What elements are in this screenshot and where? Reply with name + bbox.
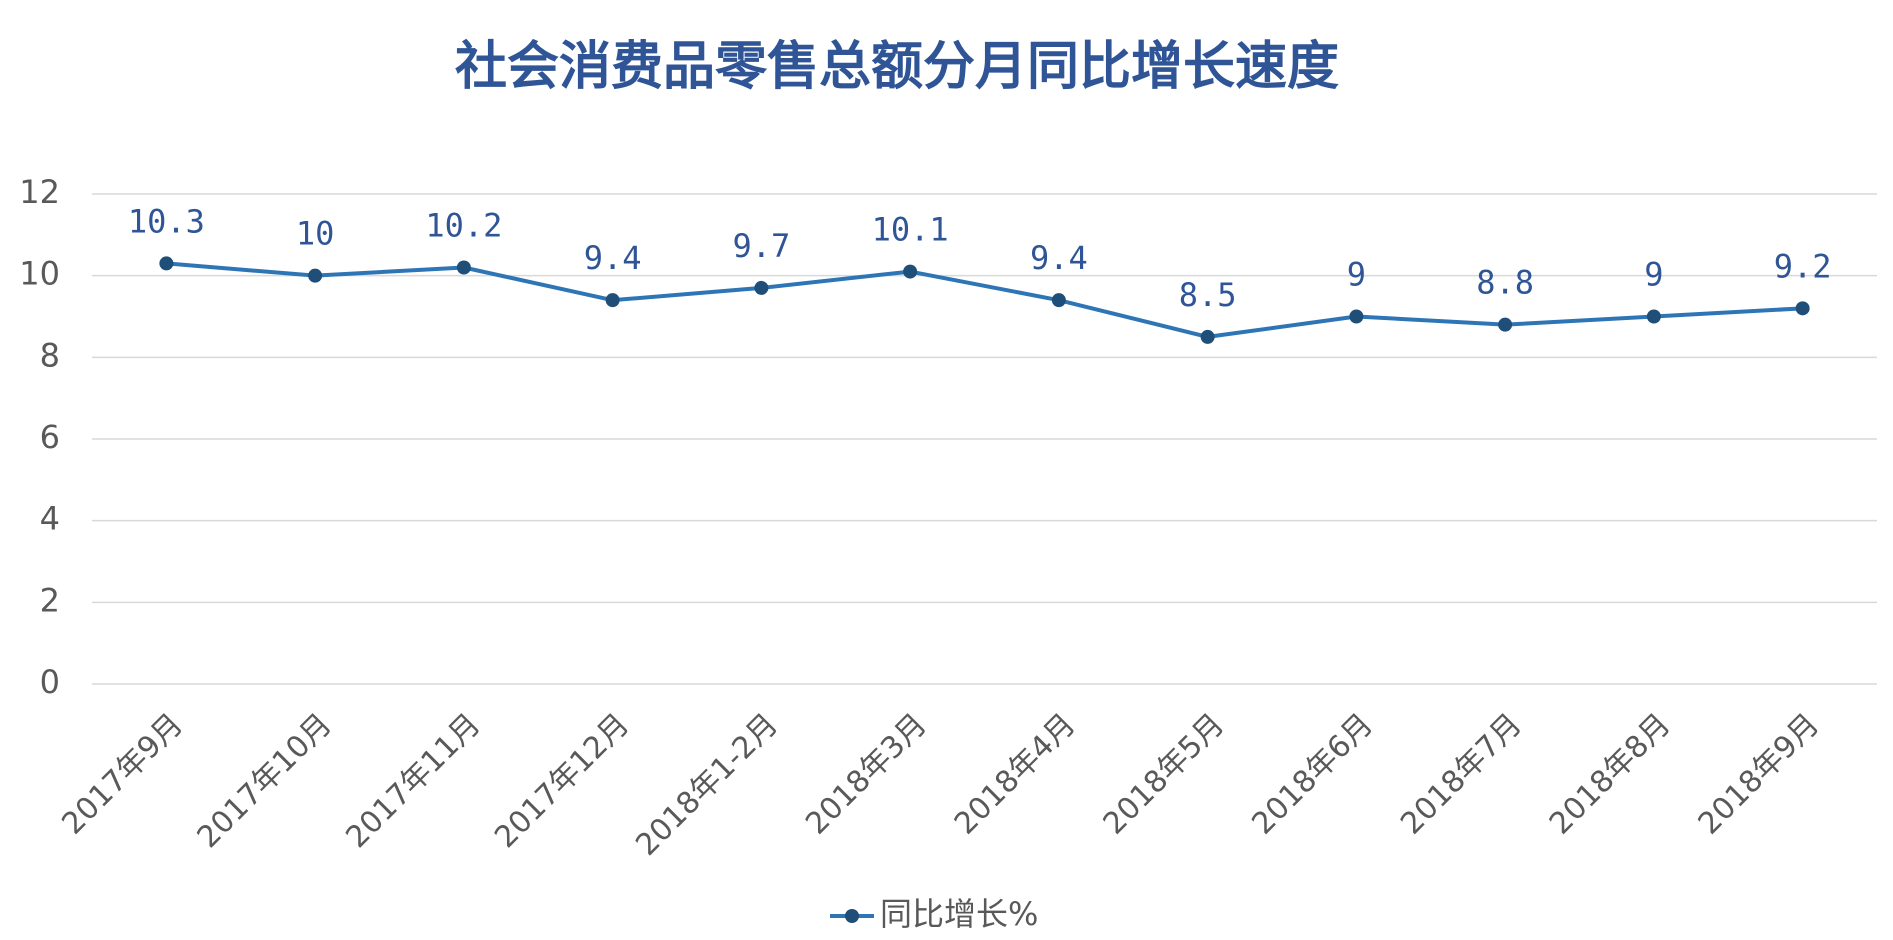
y-tick-label: 0 — [40, 663, 60, 701]
data-point — [1646, 309, 1661, 324]
data-point — [1051, 293, 1066, 308]
y-tick-label: 10 — [19, 255, 60, 293]
data-label: 9.2 — [1774, 247, 1832, 285]
data-label: 10 — [296, 215, 335, 253]
data-label: 9.4 — [1030, 239, 1088, 277]
data-point — [605, 293, 620, 308]
data-label: 8.5 — [1179, 276, 1237, 314]
data-point — [456, 260, 471, 275]
y-tick-label: 4 — [40, 500, 60, 538]
data-label: 9.4 — [584, 239, 642, 277]
data-point — [308, 268, 323, 283]
data-point — [1795, 301, 1810, 316]
data-label: 10.2 — [425, 207, 502, 245]
legend-marker — [845, 909, 859, 923]
data-label: 10.1 — [872, 211, 949, 249]
data-label: 8.8 — [1476, 264, 1534, 302]
series-line — [166, 261, 1803, 339]
data-point — [1498, 317, 1513, 332]
data-point — [159, 256, 174, 271]
y-tick-label: 8 — [40, 336, 60, 374]
legend-label: 同比增长% — [880, 895, 1038, 933]
data-label: 9 — [1347, 256, 1366, 294]
data-point — [1200, 329, 1215, 344]
data-label: 9.7 — [732, 227, 790, 265]
y-tick-label: 2 — [40, 581, 60, 619]
data-point — [754, 280, 769, 295]
data-label: 10.3 — [128, 202, 205, 240]
chart-title: 社会消费品零售总额分月同比增长速度 — [455, 37, 1339, 97]
y-tick-label: 6 — [40, 418, 60, 456]
data-point — [1349, 309, 1364, 324]
data-label: 9 — [1644, 256, 1663, 294]
y-tick-label: 12 — [19, 173, 60, 211]
data-point — [903, 264, 918, 279]
